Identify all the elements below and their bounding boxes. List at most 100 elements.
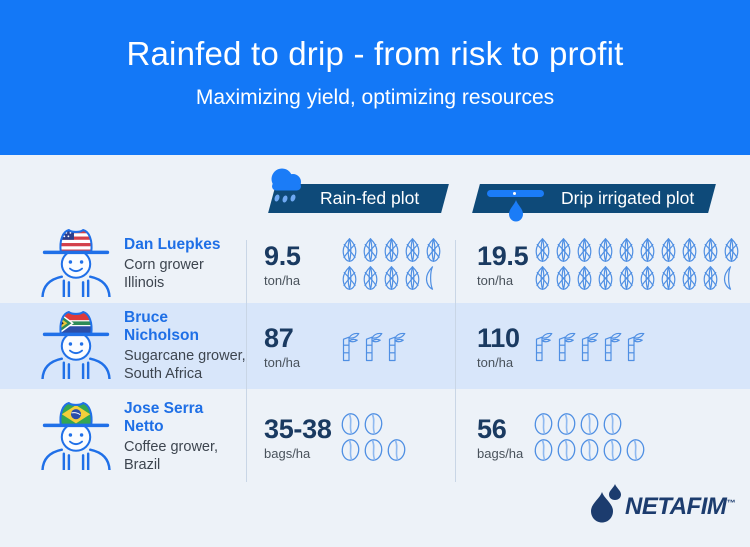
rainfed-cell: 87 ton/ha: [246, 303, 455, 389]
coffee-bean-icon: [340, 438, 361, 462]
farmer-location: Brazil: [124, 457, 161, 473]
drip-line-icon: [487, 190, 544, 197]
sugarcane-icon: [363, 331, 384, 362]
farmer-role: Coffee grower,: [124, 439, 219, 455]
rainfed-unit: ton/ha: [264, 354, 301, 370]
sugarcane-icon: [556, 331, 577, 362]
farmer-info: Dan Luepkes Corn grower Illinois: [124, 236, 220, 292]
sugarcane-icon: [533, 331, 554, 362]
rainfed-pictogram: [340, 237, 443, 291]
icon-line: [533, 412, 646, 436]
corn-icon: [701, 265, 720, 291]
corn-icon: [638, 265, 657, 291]
sugarcane-icon: [340, 331, 361, 362]
drip-value-block: 19.5 ton/ha: [477, 240, 529, 288]
corn-icon: [617, 265, 636, 291]
drip-pictogram: [533, 412, 646, 462]
corn-icon: [596, 265, 615, 291]
coffee-bean-icon: [625, 438, 646, 462]
corn-icon: [701, 237, 720, 263]
farmer-info: Bruce Nicholson Sugarcane grower, South Af…: [124, 309, 246, 383]
drip-value-block: 56 bags/ha: [477, 414, 525, 461]
corn-icon: [340, 265, 359, 291]
page-title: Rainfed to drip - from risk to profit: [126, 35, 624, 72]
coffee-bean-icon: [602, 412, 623, 436]
sugarcane-icon: [602, 331, 623, 362]
netafim-logo: NETAFIM™: [589, 484, 735, 530]
sugarcane-icon: [579, 331, 600, 362]
page-subtitle: Maximizing yield, optimizing resources: [195, 86, 555, 109]
table-row: Bruce Nicholson Sugarcane grower, South Af…: [0, 303, 750, 389]
corn-icon: [361, 265, 380, 291]
corn-icon: [596, 237, 615, 263]
coffee-bean-icon: [386, 438, 407, 462]
farmer-name: Bruce Nicholson: [124, 309, 199, 344]
icon-line: [533, 331, 646, 362]
rain-cloud-icon: [263, 163, 310, 215]
farmer-info: Jose Serra Netto Coffee grower, Brazil: [124, 400, 246, 474]
column-divider: [455, 240, 456, 482]
icon-line: [533, 265, 741, 291]
farmer-avatar-south-africa-flag-hat: [36, 309, 116, 384]
table-row: Jose Serra Netto Coffee grower, Brazil 35-3…: [0, 389, 750, 485]
drip-pictogram: [533, 331, 646, 362]
corn-icon: [722, 237, 741, 263]
farmer-cell: Dan Luepkes Corn grower Illinois: [0, 225, 246, 303]
corn-icon: [403, 237, 422, 263]
rainfed-cell: 9.5 ton/ha: [246, 225, 455, 303]
corn-icon: [554, 265, 573, 291]
icon-line: [340, 237, 443, 263]
drip-value-block: 110 ton/ha: [477, 323, 525, 370]
farmer-name: Jose Serra Netto: [124, 400, 204, 435]
drip-value: 19.5: [477, 240, 529, 271]
corn-icon: [554, 237, 573, 263]
corn-icon: [575, 237, 594, 263]
table-row: Dan Luepkes Corn grower Illinois 9.5 ton/ha 1…: [0, 225, 750, 303]
coffee-bean-icon: [579, 438, 600, 462]
drip-value: 110: [477, 322, 520, 353]
corn-icon: [575, 265, 594, 291]
corn-icon: [340, 237, 359, 263]
coffee-bean-icon: [363, 438, 384, 462]
icon-line: [340, 265, 443, 291]
rainfed-value-block: 35-38 bags/ha: [264, 414, 340, 461]
icon-line: [340, 412, 407, 436]
farmer-avatar-usa-flag-hat: [36, 227, 116, 302]
trademark-symbol: ™: [726, 498, 735, 508]
corn-icon: [617, 237, 636, 263]
rainfed-value: 35-38: [264, 413, 332, 444]
sugarcane-icon: [625, 331, 646, 362]
icon-line: [340, 331, 407, 362]
corn-icon: [382, 265, 401, 291]
corn-icon: [533, 237, 552, 263]
corn-icon: [424, 237, 443, 263]
drip-unit: ton/ha: [477, 354, 514, 370]
coffee-bean-icon: [363, 412, 384, 436]
farmer-location: South Africa: [124, 366, 203, 382]
netafim-drops-icon: [589, 484, 623, 530]
drip-cell: 19.5 ton/ha: [455, 225, 750, 303]
icon-line: [533, 237, 741, 263]
farmer-role: Sugarcane grower,: [124, 348, 246, 364]
drip-unit: bags/ha: [477, 445, 524, 461]
farmer-location: Illinois: [124, 275, 165, 291]
rainfed-cell: 35-38 bags/ha: [246, 389, 455, 485]
corn-icon: [638, 237, 657, 263]
coffee-bean-icon: [556, 412, 577, 436]
coffee-bean-icon: [533, 412, 554, 436]
netafim-wordmark: NETAFIM™: [625, 493, 735, 520]
drip-cell: 56 bags/ha: [455, 389, 750, 485]
rainfed-unit: bags/ha: [264, 445, 311, 461]
corn-icon: [382, 237, 401, 263]
coffee-bean-icon: [556, 438, 577, 462]
corn-icon: [361, 237, 380, 263]
rainfed-value: 9.5: [264, 240, 301, 271]
farmer-avatar-brazil-flag-hat: [36, 400, 116, 475]
drip-cell: 110 ton/ha: [455, 303, 750, 389]
corn-half-icon: [722, 265, 732, 291]
icon-line: [340, 438, 407, 462]
banner: Rainfed to drip - from risk to profit Ma…: [0, 0, 750, 155]
rainfed-unit: ton/ha: [264, 272, 301, 288]
drip-unit: ton/ha: [477, 272, 514, 288]
